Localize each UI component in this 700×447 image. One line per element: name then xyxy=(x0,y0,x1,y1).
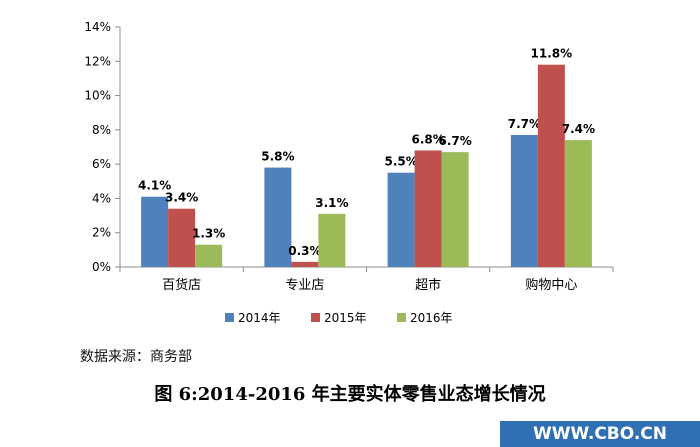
legend-swatch xyxy=(311,313,320,322)
bar xyxy=(414,150,442,267)
bar xyxy=(318,213,346,267)
bar-chart: 0% 2% 4% 6% 8% 10% 12% 14% 4.1%3.4% 1.3% 百货店 5.8% 0.… xyxy=(84,20,614,325)
bar xyxy=(291,261,319,267)
data-label: 1.3% xyxy=(192,227,225,241)
source-note: 数据来源：商务部 xyxy=(80,349,192,365)
data-label: 3.4% xyxy=(165,191,198,205)
bar xyxy=(264,167,292,267)
x-tick-label: 购物中心 xyxy=(525,277,577,293)
legend-swatch xyxy=(397,313,406,322)
data-label: 6.8% xyxy=(411,132,444,146)
data-label: 4.1% xyxy=(138,179,171,193)
bar xyxy=(441,152,469,267)
y-tick-label: 10% xyxy=(84,89,111,103)
data-label: 3.1% xyxy=(315,196,348,210)
legend-label: 2016年 xyxy=(410,311,453,325)
bar xyxy=(537,64,565,267)
y-tick-label: 2% xyxy=(92,226,111,240)
bar xyxy=(195,244,223,267)
data-label: 11.8% xyxy=(531,47,573,61)
legend-label: 2014年 xyxy=(238,311,281,325)
y-tick-label: 8% xyxy=(92,123,111,137)
y-tick-label: 12% xyxy=(84,54,111,68)
legend-label: 2015年 xyxy=(324,311,367,325)
bar xyxy=(564,140,592,267)
data-label: 7.7% xyxy=(508,117,541,131)
bar xyxy=(387,172,415,267)
data-label: 5.8% xyxy=(261,150,294,164)
bar xyxy=(510,135,538,267)
bar xyxy=(168,208,196,267)
y-tick-label: 4% xyxy=(92,191,111,205)
data-label: 5.5% xyxy=(384,155,417,169)
bar xyxy=(141,196,169,267)
y-tick-label: 14% xyxy=(84,20,111,34)
legend-swatch xyxy=(225,313,234,322)
x-tick-label: 超市 xyxy=(415,277,441,293)
x-tick-label: 百货店 xyxy=(162,277,201,293)
x-tick-label: 专业店 xyxy=(285,278,324,293)
data-label: 0.3% xyxy=(288,244,321,258)
y-tick-label: 6% xyxy=(92,157,111,171)
data-label: 6.7% xyxy=(438,134,471,148)
y-tick-label: 0% xyxy=(92,260,111,274)
figure-caption: 图 6:2014-2016 年主要实体零售业态增长情况 xyxy=(154,384,546,405)
watermark-logo: WWW.CBO.CN xyxy=(500,421,700,447)
data-label: 7.4% xyxy=(562,122,595,136)
